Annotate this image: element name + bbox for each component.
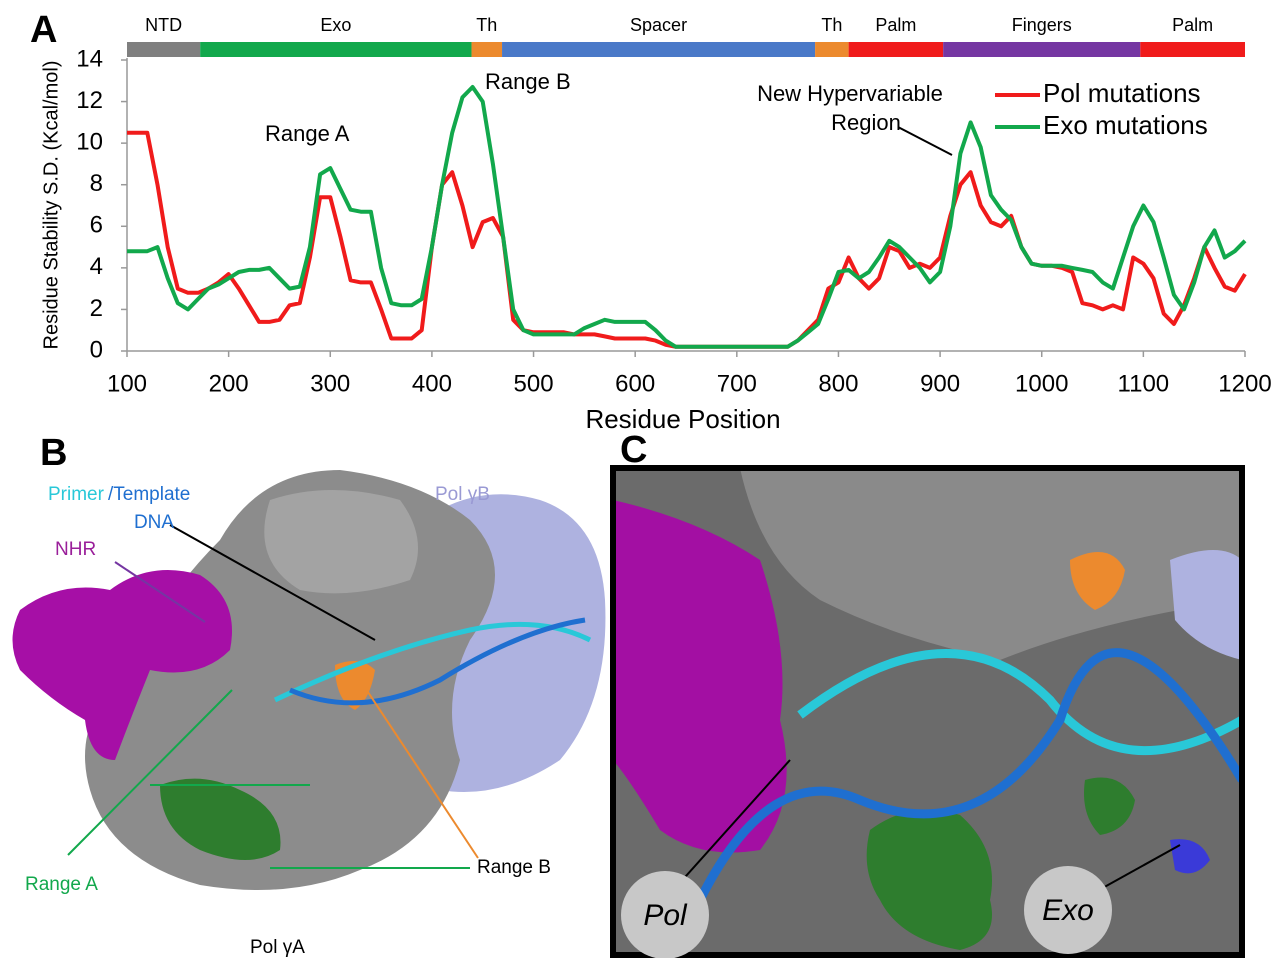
body: A Residue Stability S.D. (Kcal/mol) Resi… [0,0,1279,958]
pol-gamma-a-label: Pol γA [250,937,305,958]
x-tick-label: 600 [615,370,655,397]
y-tick-label: 14 [76,45,103,72]
y-tick-label: 0 [90,336,103,363]
domain-label: Th [476,15,497,35]
x-tick-label: 300 [310,370,350,397]
x-tick-label: 400 [412,370,452,397]
domain-segment [849,42,944,57]
x-tick-label: 800 [818,370,858,397]
page: Pol γ residue stability figure {"chart_d… [0,0,1279,958]
domain-segment [127,42,200,57]
panel-b: B Primer /Template DNA Pol γB NHR Range … [13,432,606,958]
figure: A Residue Stability S.D. (Kcal/mol) Resi… [0,0,1279,958]
primer-label: Primer [48,484,105,505]
x-tick-label: 200 [209,370,249,397]
domain-segment [943,42,1140,57]
x-tick-label: 1000 [1015,370,1068,397]
y-tick-label: 8 [90,170,103,197]
dna-label: DNA [134,512,174,533]
legend-label: Pol mutations [1043,78,1201,108]
x-tick-label: 100 [107,370,147,397]
domain-label: Exo [320,15,351,35]
annotation: Region [831,110,901,135]
domain-label: Fingers [1012,15,1072,35]
x-tick-label: 500 [514,370,554,397]
exo-label: Exo [1042,894,1094,927]
domain-segment [200,42,471,57]
panel-label: B [40,432,67,474]
panel-c: C Pol Exo [613,429,1242,958]
domain-segment [472,42,502,57]
annotation: New Hypervariable [757,81,943,106]
panel-label: C [620,429,647,471]
domain-segment [1140,42,1245,57]
domain-label: Palm [875,15,916,35]
template-label: /Template [108,484,190,505]
plot-area: 0 2 4 6 8 10 12 14 100 200 300 400 500 600 700 800 900 10… [76,15,1271,398]
annotation: Range B [485,69,571,94]
domain-segment [815,42,849,57]
domain-label: Th [821,15,842,35]
x-tick-label: 1200 [1218,370,1271,397]
annotation: Range A [265,121,350,146]
domain-label: NTD [145,15,182,35]
domain-segment [502,42,815,57]
x-tick-label: 900 [920,370,960,397]
panel-label: A [30,9,57,51]
range-b-label: Range B [477,857,551,878]
domain-label: Spacer [630,15,687,35]
y-axis-label: Residue Stability S.D. (Kcal/mol) [40,61,62,350]
y-tick-label: 6 [90,212,103,239]
annotation-leader [898,127,952,155]
x-tick-label: 700 [717,370,757,397]
x-axis-label: Residue Position [585,404,780,434]
pol-label: Pol [643,899,688,932]
series-line [127,133,1245,347]
y-tick-label: 4 [90,253,103,280]
x-tick-label: 1100 [1118,370,1170,397]
y-tick-label: 12 [76,87,103,114]
range-a-label: Range A [25,874,98,895]
nhr-label: NHR [55,539,96,560]
surface-detail [264,490,418,593]
y-tick-label: 2 [90,295,103,322]
pol-gamma-b-label: Pol γB [435,484,490,505]
legend-label: Exo mutations [1043,110,1208,140]
y-tick-label: 10 [76,128,103,155]
domain-label: Palm [1172,15,1213,35]
